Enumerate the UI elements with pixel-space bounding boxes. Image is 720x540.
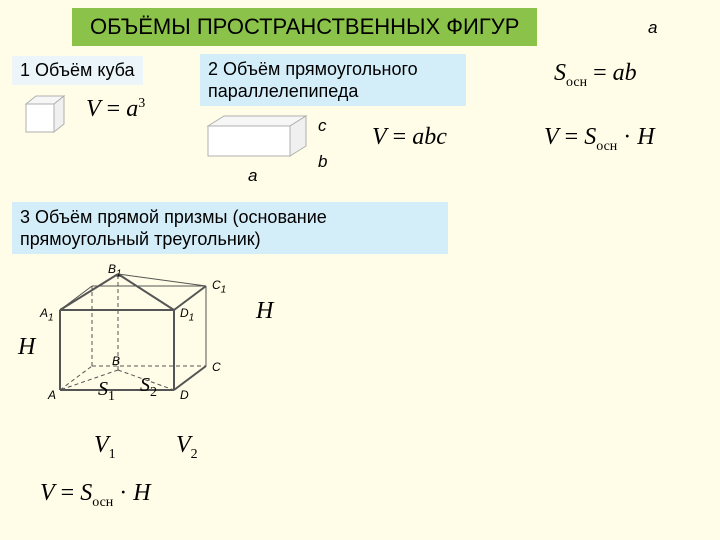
prism-H-right: H (256, 298, 273, 325)
vA: A (48, 388, 56, 402)
cuboid-formula-abc: V = abc (372, 124, 447, 151)
cube-formula: V = a3 (86, 96, 145, 123)
prism-H-left: H (18, 334, 35, 361)
base-area-formula: Sосн = ab (554, 60, 637, 91)
cuboid-shape (204, 112, 314, 166)
prism-S1: S1 (98, 378, 115, 405)
top-right-a: a (648, 18, 657, 38)
cuboid-label-a: a (248, 166, 257, 186)
vC1: C1 (212, 278, 226, 295)
prism-heading: 3 Объём прямой призмы (основание прямоуг… (12, 202, 448, 254)
vA1: A1 (40, 306, 54, 323)
prism-V2: V2 (176, 432, 198, 463)
cube-heading: 1 Объём куба (12, 56, 143, 85)
vB1: B1 (108, 262, 122, 279)
prism-formula: V = Sосн · H (40, 480, 151, 511)
vD: D (180, 388, 189, 402)
cuboid-label-c: c (318, 116, 327, 136)
vC: C (212, 360, 221, 374)
cuboid-label-b: b (318, 152, 327, 172)
cuboid-heading: 2 Объём прямоугольного параллелепипеда (200, 54, 466, 106)
page-title: ОБЪЁМЫ ПРОСТРАНСТВЕННЫХ ФИГУР (72, 8, 537, 46)
cuboid-formula-sh: V = Sосн · H (544, 124, 655, 155)
vB: B (112, 354, 120, 368)
cube-shape (20, 92, 74, 142)
vD1: D1 (180, 306, 194, 323)
prism-S2: S2 (140, 374, 157, 401)
prism-V1: V1 (94, 432, 116, 463)
